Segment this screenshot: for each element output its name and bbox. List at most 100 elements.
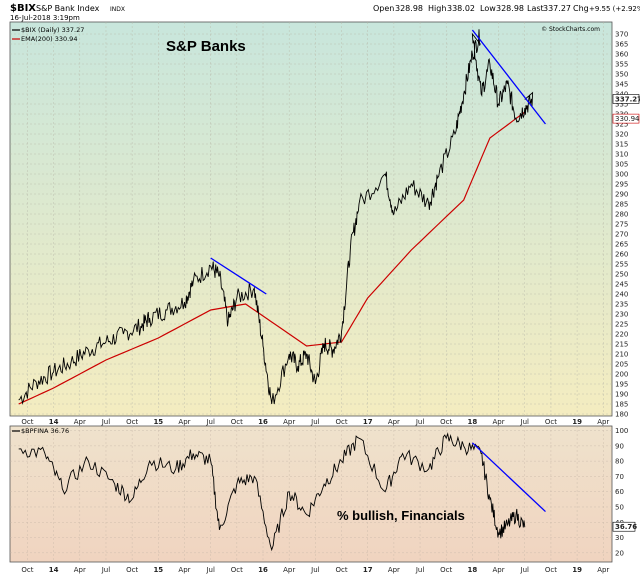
breadth-x-tick-label: Apr	[178, 566, 190, 574]
breadth-trendlines	[471, 442, 546, 513]
price-y-tick-label: 255	[615, 261, 628, 269]
breadth-x-tick-label: Jul	[101, 566, 111, 574]
watermark: © StockCharts.com	[541, 26, 600, 33]
breadth-panel-bg	[9, 425, 613, 563]
price-x-tick-label: Apr	[388, 418, 400, 426]
last-label: Last	[527, 4, 544, 13]
price-x-tick-label: Apr	[493, 418, 505, 426]
breadth-x-tick-label: Apr	[493, 566, 505, 574]
breadth-y-tick-label: 50	[615, 503, 624, 511]
price-x-tick-label: Jul	[415, 418, 425, 426]
price-y-tick-label: 295	[615, 181, 628, 189]
price-y-tick-label: 205	[615, 361, 628, 369]
breadth-trendline	[471, 442, 546, 513]
last-value-tag: 337.27	[612, 94, 640, 104]
breadth-y-tick-label: 60	[615, 488, 624, 496]
price-y-tick-label: 355	[615, 61, 628, 69]
price-y-tick-label: 325	[615, 121, 628, 129]
price-x-tick-label: Oct	[440, 418, 452, 426]
ema-value-tag: 330.94	[612, 113, 640, 124]
bp-last-value-tag-box	[612, 521, 636, 532]
high-label: High	[428, 4, 446, 13]
price-y-tick-label: 215	[615, 341, 628, 349]
price-x-tick-label: 19	[572, 418, 582, 426]
last-value-tag-box	[612, 94, 640, 104]
price-y-tick-label: 305	[615, 161, 628, 169]
price-trendlines	[210, 29, 546, 295]
breadth-y-tick-label: 70	[615, 473, 624, 481]
price-y-tick-label: 180	[615, 411, 628, 419]
breadth-y-tick-label: 20	[615, 549, 624, 557]
price-x-tick-label: Apr	[74, 418, 86, 426]
price-y-tick-label: 320	[615, 131, 628, 139]
chg-label: Chg	[573, 4, 589, 13]
ema-200-line	[18, 111, 526, 405]
breadth-y-axis: 2030405060708090100	[615, 427, 628, 557]
breadth-y-tick-label: 90	[615, 442, 624, 450]
price-trendline	[210, 257, 267, 295]
breadth-x-tick-label: Oct	[545, 566, 557, 574]
breadth-x-tick-label: Jul	[310, 566, 320, 574]
breadth-x-tick-label: Oct	[231, 566, 243, 574]
price-x-tick-label: Jul	[101, 418, 111, 426]
price-y-tick-label: 275	[615, 221, 628, 229]
price-y-tick-label: 195	[615, 381, 628, 389]
price-x-tick-label: Oct	[231, 418, 243, 426]
price-y-tick-label: 250	[615, 271, 628, 279]
breadth-x-tick-label: Oct	[335, 566, 347, 574]
legend-price-label: $BIX (Daily) 337.27	[21, 26, 84, 34]
price-chart-title: S&P Banks	[166, 38, 246, 55]
breadth-x-tick-label: Oct	[126, 566, 138, 574]
price-y-tick-label: 270	[615, 231, 628, 239]
price-x-tick-label: Oct	[335, 418, 347, 426]
index-name: S&P Bank Index	[36, 4, 100, 13]
breadth-x-tick-label: Jul	[205, 566, 215, 574]
last-value: 337.27	[543, 4, 571, 13]
symbol-label: $BIX	[10, 3, 36, 14]
price-x-tick-label: Apr	[178, 418, 190, 426]
chart-date: 16-Jul-2018 3:19pm	[10, 14, 80, 22]
breadth-x-tick-label: 19	[572, 566, 582, 574]
price-x-tick-label: Oct	[126, 418, 138, 426]
breadth-legend: $BPFINA 36.76	[12, 427, 69, 435]
price-y-tick-label: 290	[615, 191, 628, 199]
price-x-tick-label: 18	[468, 418, 478, 426]
price-x-tick-label: 17	[363, 418, 373, 426]
low-label: Low	[480, 4, 496, 13]
price-y-tick-label: 230	[615, 311, 628, 319]
breadth-x-tick-label: 16	[258, 566, 268, 574]
breadth-x-tick-label: Oct	[440, 566, 452, 574]
price-legend: $BIX (Daily) 337.27 EMA(200) 330.94	[12, 26, 84, 43]
price-y-tick-label: 365	[615, 41, 628, 49]
breadth-x-tick-label: 17	[363, 566, 373, 574]
breadth-x-tick-label: Apr	[283, 566, 295, 574]
price-x-tick-label: Apr	[597, 418, 609, 426]
breadth-x-tick-label: Jul	[520, 566, 530, 574]
price-y-tick-label: 315	[615, 141, 628, 149]
price-x-tick-label: Jul	[520, 418, 530, 426]
price-y-axis: 180 185 190 195 200 205 210 215 220 225 230 235 240 2…	[615, 31, 628, 419]
chart-header: $BIX S&P Bank Index INDX 16-Jul-2018 3:1…	[10, 3, 640, 22]
price-x-tick-label: 15	[153, 418, 163, 426]
chg-value: +9.55 (+2.92%)	[589, 5, 640, 13]
price-x-axis: Oct 14 Apr Jul Oct 15 Apr Jul Oct 16 Apr Jul Oct 17 Ap…	[21, 418, 609, 426]
price-x-tick-label: 16	[258, 418, 268, 426]
breadth-x-tick-label: Apr	[388, 566, 400, 574]
ema-value-tag-text: 330.94	[615, 115, 640, 123]
breadth-panel: 2030405060708090100 $BPFINA 36.76 % bull…	[9, 425, 637, 563]
price-panel-bg	[9, 21, 613, 417]
price-y-tick-label: 210	[615, 351, 628, 359]
open-label: Open	[373, 4, 394, 13]
price-x-tick-label: 14	[49, 418, 59, 426]
price-gridlines	[10, 22, 612, 416]
price-y-tick-label: 310	[615, 151, 628, 159]
price-y-tick-label: 220	[615, 331, 628, 339]
price-y-tick-label: 345	[615, 81, 628, 89]
price-panel: 180 185 190 195 200 205 210 215 220 225 230 235 240 2…	[9, 21, 640, 419]
last-value-tag-text: 337.27	[615, 95, 640, 103]
price-x-tick-label: Jul	[205, 418, 215, 426]
bix-price-line	[18, 29, 534, 405]
price-y-tick-label: 370	[615, 31, 628, 39]
price-x-tick-label: Jul	[310, 418, 320, 426]
